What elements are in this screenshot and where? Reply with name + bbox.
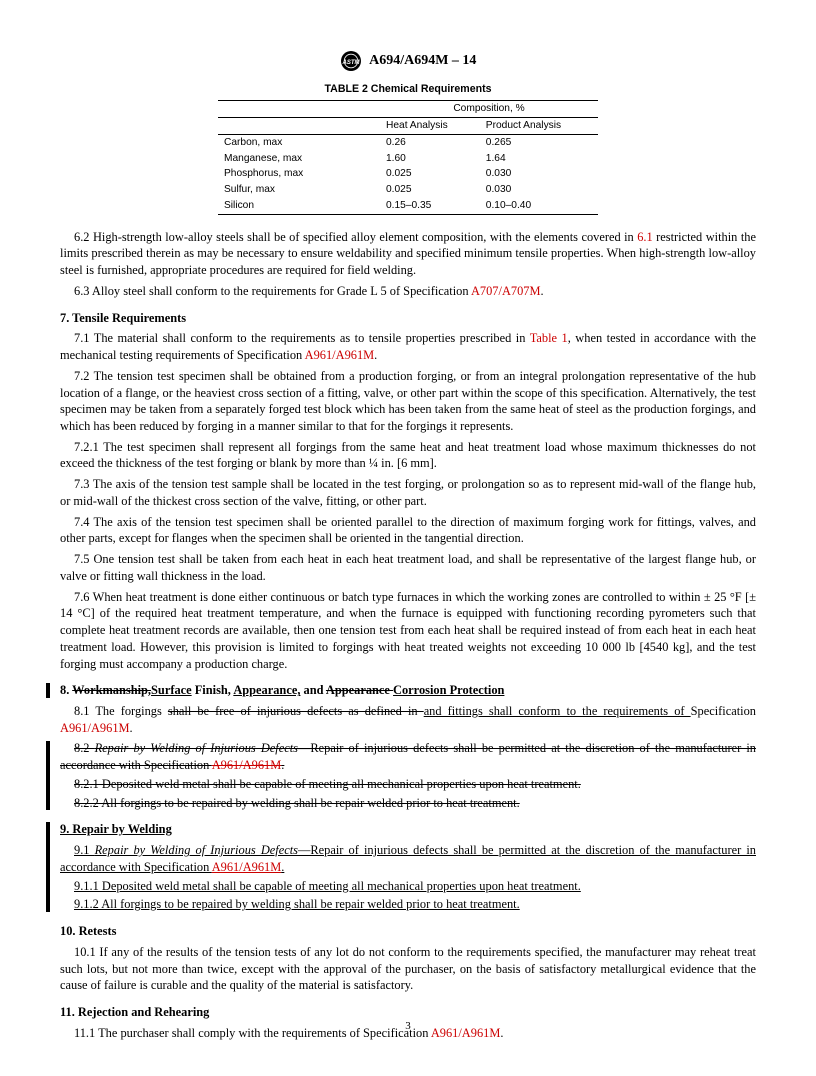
para-7-2: 7.2 The tension test specimen shall be o… — [60, 368, 756, 435]
cell-product: 0.030 — [480, 166, 598, 182]
ref-6-1: 6.1 — [637, 230, 653, 244]
table-row: Manganese, max1.601.64 — [218, 151, 598, 167]
cell-heat: 0.15–0.35 — [380, 198, 480, 214]
table-2: TABLE 2 Chemical Requirements Compositio… — [218, 82, 598, 215]
para-7-2-1: 7.2.1 The test specimen shall represent … — [60, 439, 756, 472]
page-number: 3 — [0, 1019, 816, 1034]
svg-text:ASTM: ASTM — [341, 60, 360, 66]
para-9-1-1: 9.1.1 Deposited weld metal shall be capa… — [60, 878, 756, 895]
cell-product: 0.030 — [480, 182, 598, 198]
cell-heat: 1.60 — [380, 151, 480, 167]
cell-name: Carbon, max — [218, 134, 380, 150]
para-6-2: 6.2 High-strength low-alloy steels shall… — [60, 229, 756, 279]
ref-a961-2: A961/A961M — [60, 721, 130, 735]
cell-heat: 0.26 — [380, 134, 480, 150]
cell-product: 0.10–0.40 — [480, 198, 598, 214]
para-7-4: 7.4 The axis of the tension test specime… — [60, 514, 756, 547]
para-9-1: 9.1 Repair by Welding of Injurious Defec… — [60, 842, 756, 875]
section-7-heading: 7. Tensile Requirements — [60, 310, 756, 327]
cell-heat: 0.025 — [380, 166, 480, 182]
table-col-heat: Heat Analysis — [380, 118, 480, 135]
section-10-heading: 10. Retests — [60, 923, 756, 940]
ref-a961-3: A961/A961M — [212, 758, 282, 772]
table-row: Phosphorus, max0.0250.030 — [218, 166, 598, 182]
table-row: Silicon0.15–0.350.10–0.40 — [218, 198, 598, 214]
table-row: Carbon, max0.260.265 — [218, 134, 598, 150]
para-8-2-1: 8.2.1 Deposited weld metal shall be capa… — [60, 776, 756, 793]
change-bar-icon — [46, 683, 50, 698]
para-8-2-2: 8.2.2 All forgings to be repaired by wel… — [60, 795, 756, 812]
chemical-requirements-table: Composition, % Heat Analysis Product Ana… — [218, 100, 598, 214]
ref-a961-1: A961/A961M — [305, 348, 375, 362]
cell-name: Phosphorus, max — [218, 166, 380, 182]
table-col-product: Product Analysis — [480, 118, 598, 135]
table-row: Sulfur, max0.0250.030 — [218, 182, 598, 198]
cell-heat: 0.025 — [380, 182, 480, 198]
change-bar-icon — [46, 741, 50, 810]
table-col-composition: Composition, % — [380, 101, 598, 118]
para-7-3: 7.3 The axis of the tension test sample … — [60, 476, 756, 509]
table-2-title: TABLE 2 Chemical Requirements — [218, 82, 598, 96]
para-10-1: 10.1 If any of the results of the tensio… — [60, 944, 756, 994]
page-header: ASTM A694/A694M – 14 — [60, 50, 756, 72]
cell-name: Sulfur, max — [218, 182, 380, 198]
section-8-heading: 8. Workmanship,Surface Finish, Appearanc… — [60, 682, 756, 699]
para-6-3: 6.3 Alloy steel shall conform to the req… — [60, 283, 756, 300]
para-7-5: 7.5 One tension test shall be taken from… — [60, 551, 756, 584]
cell-product: 0.265 — [480, 134, 598, 150]
para-8-1: 8.1 The forgings shall be free of injuri… — [60, 703, 756, 736]
para-7-6: 7.6 When heat treatment is done either c… — [60, 589, 756, 673]
section-9-heading: 9. Repair by Welding — [60, 821, 756, 838]
para-9-1-2: 9.1.2 All forgings to be repaired by wel… — [60, 896, 756, 913]
para-8-2: 8.2 Repair by Welding of Injurious Defec… — [60, 740, 756, 773]
para-7-1: 7.1 The material shall conform to the re… — [60, 330, 756, 363]
ref-table-1: Table 1 — [530, 331, 568, 345]
cell-product: 1.64 — [480, 151, 598, 167]
change-bar-icon — [46, 822, 50, 912]
standard-designation: A694/A694M – 14 — [369, 52, 476, 71]
cell-name: Silicon — [218, 198, 380, 214]
ref-a961-4: A961/A961M — [212, 860, 282, 874]
cell-name: Manganese, max — [218, 151, 380, 167]
ref-a707: A707/A707M — [471, 284, 541, 298]
astm-logo-icon: ASTM — [340, 50, 362, 72]
